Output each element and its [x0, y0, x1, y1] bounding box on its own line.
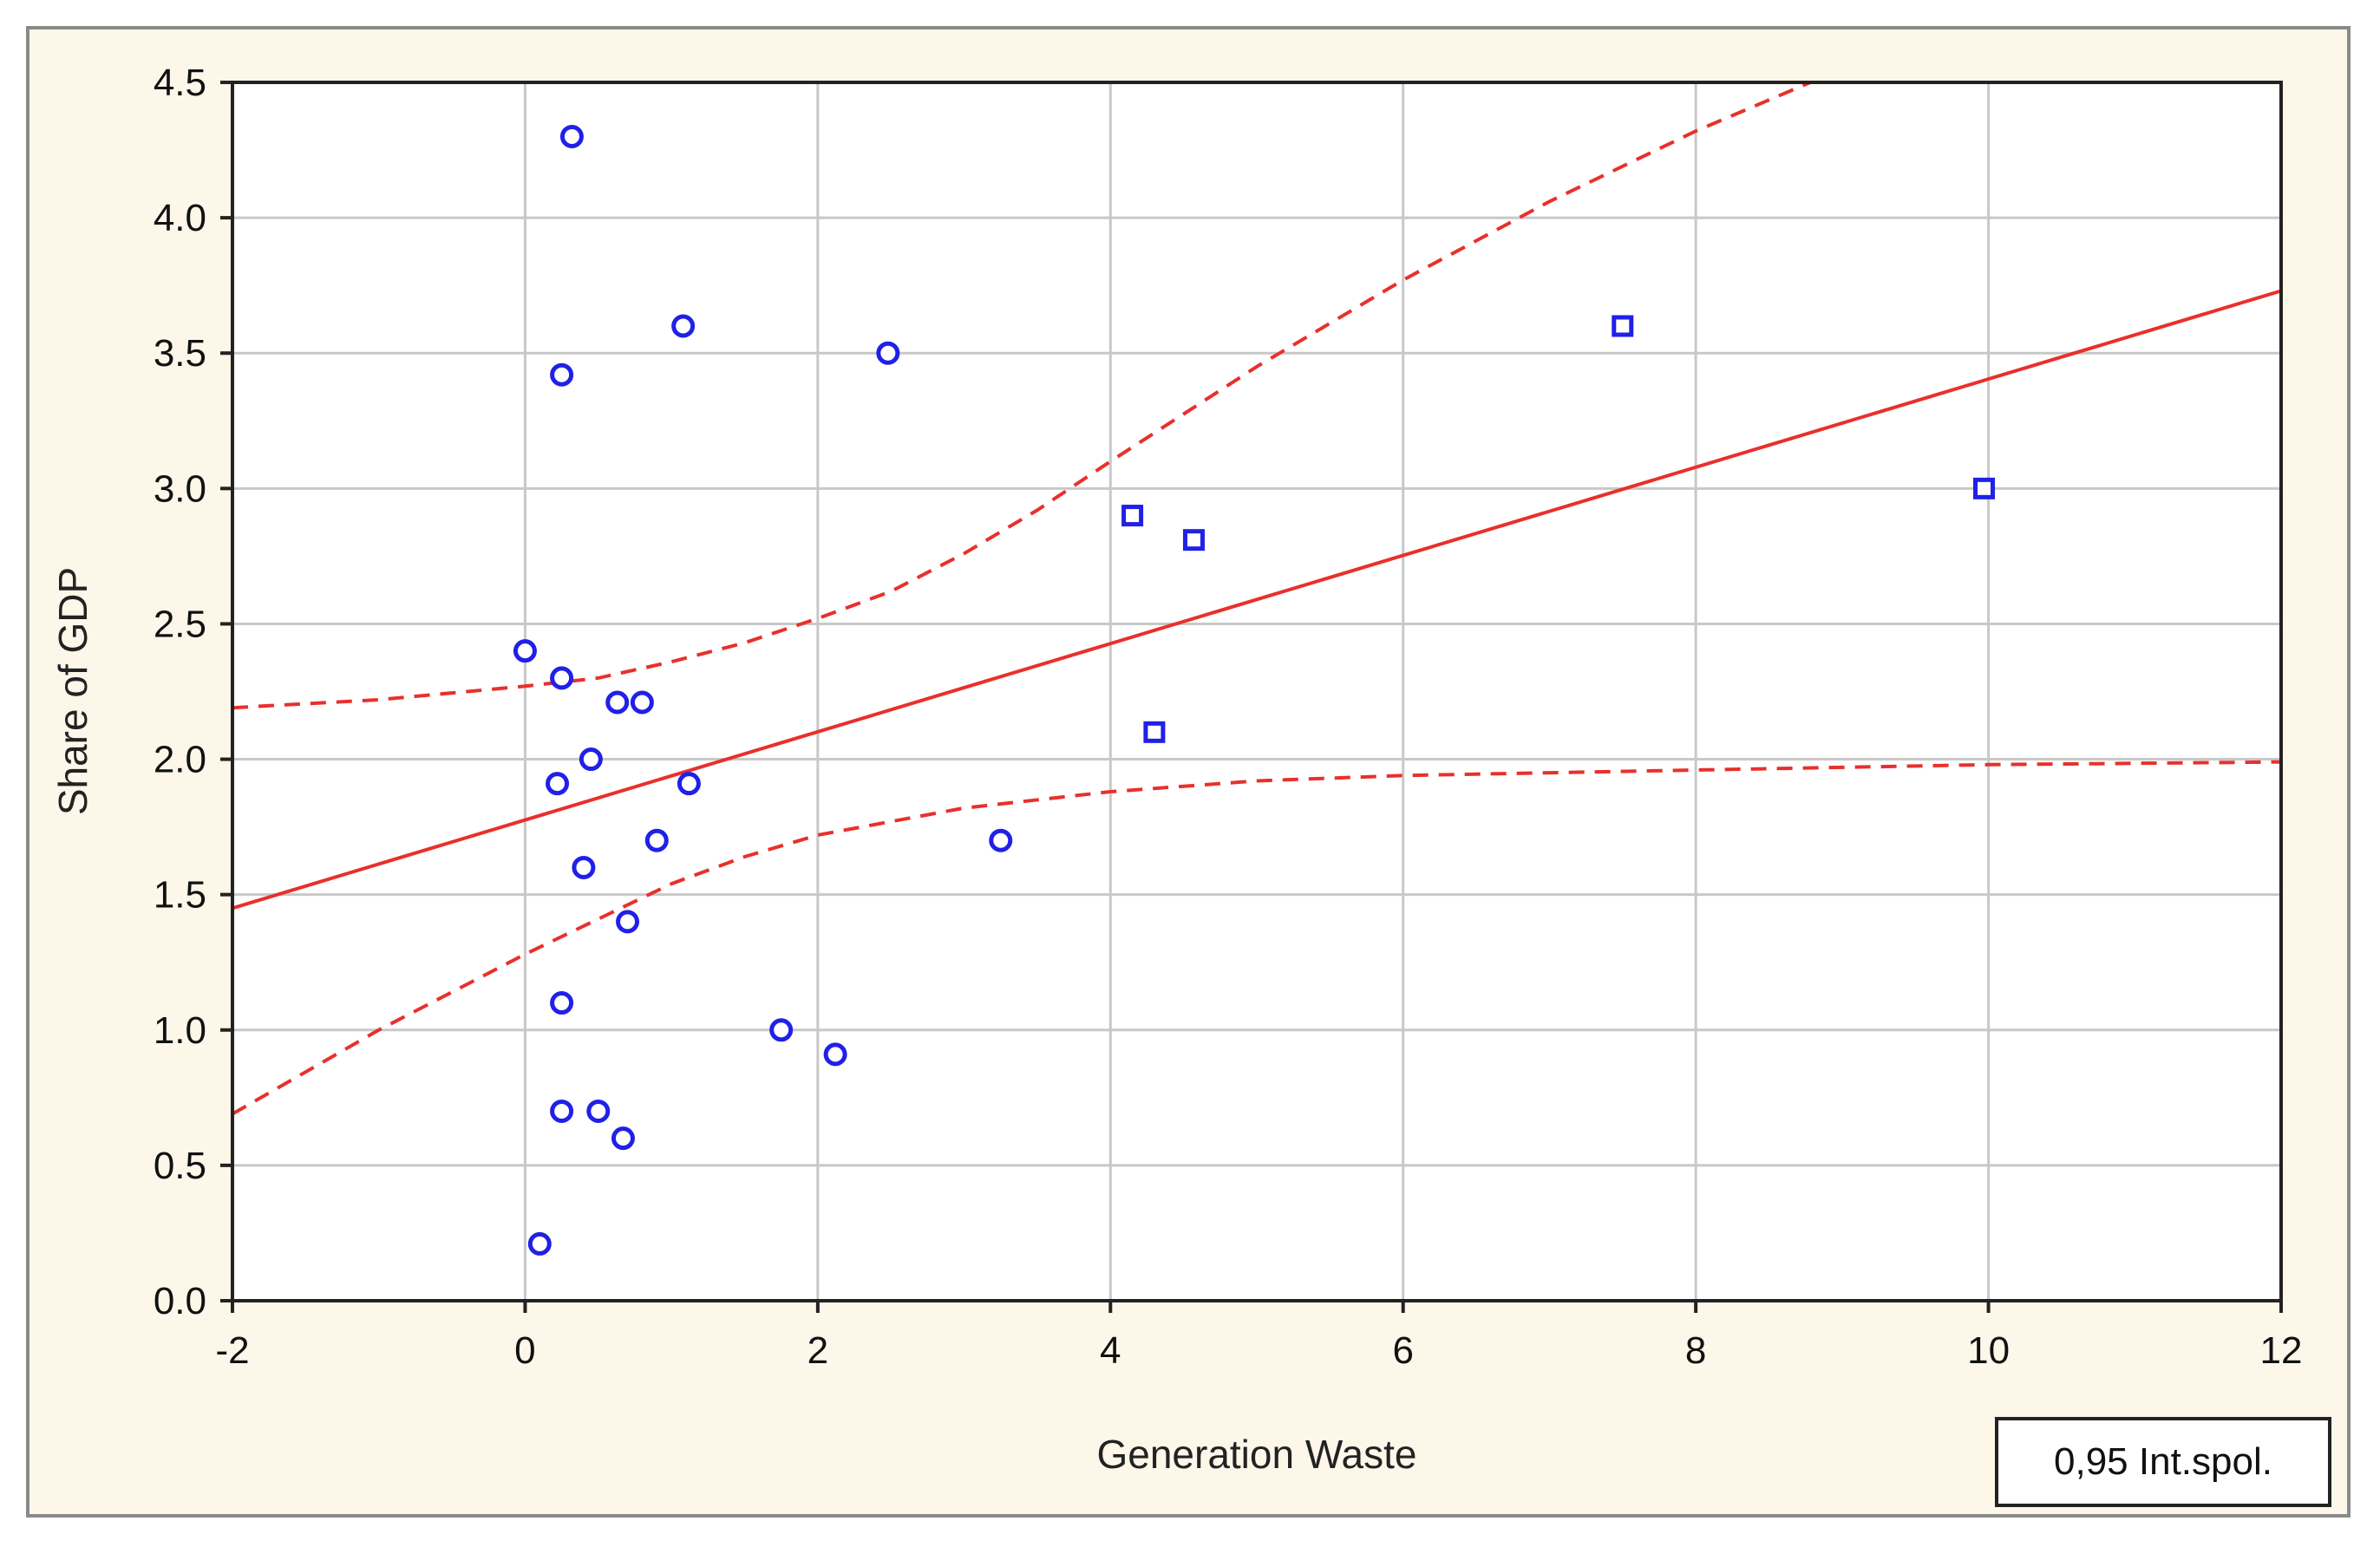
data-point — [677, 772, 701, 796]
y-tick-label: 4.0 — [154, 197, 206, 239]
y-tick-label: 1.0 — [154, 1009, 206, 1052]
data-point — [1121, 505, 1144, 527]
data-point — [989, 828, 1013, 852]
plot-area — [232, 82, 2281, 1301]
y-tick-label: 3.0 — [154, 467, 206, 510]
data-point — [527, 1231, 552, 1256]
x-tick-label: 2 — [808, 1329, 828, 1372]
data-point — [1973, 477, 1996, 499]
y-tick-label: 2.5 — [154, 603, 206, 645]
data-point — [586, 1099, 611, 1123]
confidence-band-lower — [232, 760, 2281, 1116]
x-tick-label: 6 — [1392, 1329, 1413, 1372]
y-tick-label: 4.5 — [154, 62, 206, 104]
regression-line-group — [232, 289, 2281, 911]
y-tick-label: 0.5 — [154, 1145, 206, 1187]
confidence-band — [232, 82, 2281, 1116]
data-point — [1182, 529, 1205, 552]
data-point — [611, 1126, 635, 1151]
data-point — [616, 910, 640, 934]
x-tick-label: 0 — [514, 1329, 535, 1372]
grid — [232, 82, 2281, 1301]
y-tick-label: 1.5 — [154, 874, 206, 917]
data-point — [550, 666, 574, 690]
data-point — [513, 639, 537, 663]
data-point — [823, 1042, 847, 1067]
data-point — [630, 690, 654, 715]
data-point — [1143, 721, 1166, 743]
legend-label: 0,95 Int.spol. — [2054, 1440, 2272, 1483]
data-point — [546, 772, 570, 796]
x-tick-label: 8 — [1685, 1329, 1706, 1372]
legend: 0,95 Int.spol. — [1995, 1417, 2331, 1507]
data-point — [769, 1018, 794, 1042]
data-point — [559, 124, 584, 148]
confidence-band-upper — [232, 82, 1815, 710]
data-point — [644, 828, 669, 852]
data-point — [572, 855, 596, 879]
data-point — [605, 690, 630, 715]
data-point — [550, 362, 574, 387]
axis-ticks: -2 0 2 4 6 8 10 12 0.0 0.5 1.0 1.5 2.0 2.5 3.0 3.5 4.0 4.… — [154, 62, 2303, 1372]
x-tick-label: 10 — [1967, 1329, 2010, 1372]
regression-line — [232, 289, 2281, 911]
y-axis-title: Share of GDP — [50, 567, 95, 815]
data-point — [1612, 315, 1634, 337]
x-tick-label: 4 — [1100, 1329, 1121, 1372]
x-tick-label: 12 — [2260, 1329, 2303, 1372]
y-tick-label: 2.0 — [154, 739, 206, 781]
x-axis-title: Generation Waste — [1096, 1432, 1416, 1477]
x-tick-label: -2 — [215, 1329, 249, 1372]
data-point — [876, 341, 900, 365]
plot-border — [231, 81, 2283, 1302]
data-point — [579, 747, 603, 772]
data-point — [671, 314, 696, 338]
y-tick-label: 0.0 — [154, 1280, 206, 1322]
data-points — [513, 124, 1996, 1256]
data-point — [550, 991, 574, 1015]
y-tick-label: 3.5 — [154, 332, 206, 375]
data-point — [550, 1099, 574, 1123]
